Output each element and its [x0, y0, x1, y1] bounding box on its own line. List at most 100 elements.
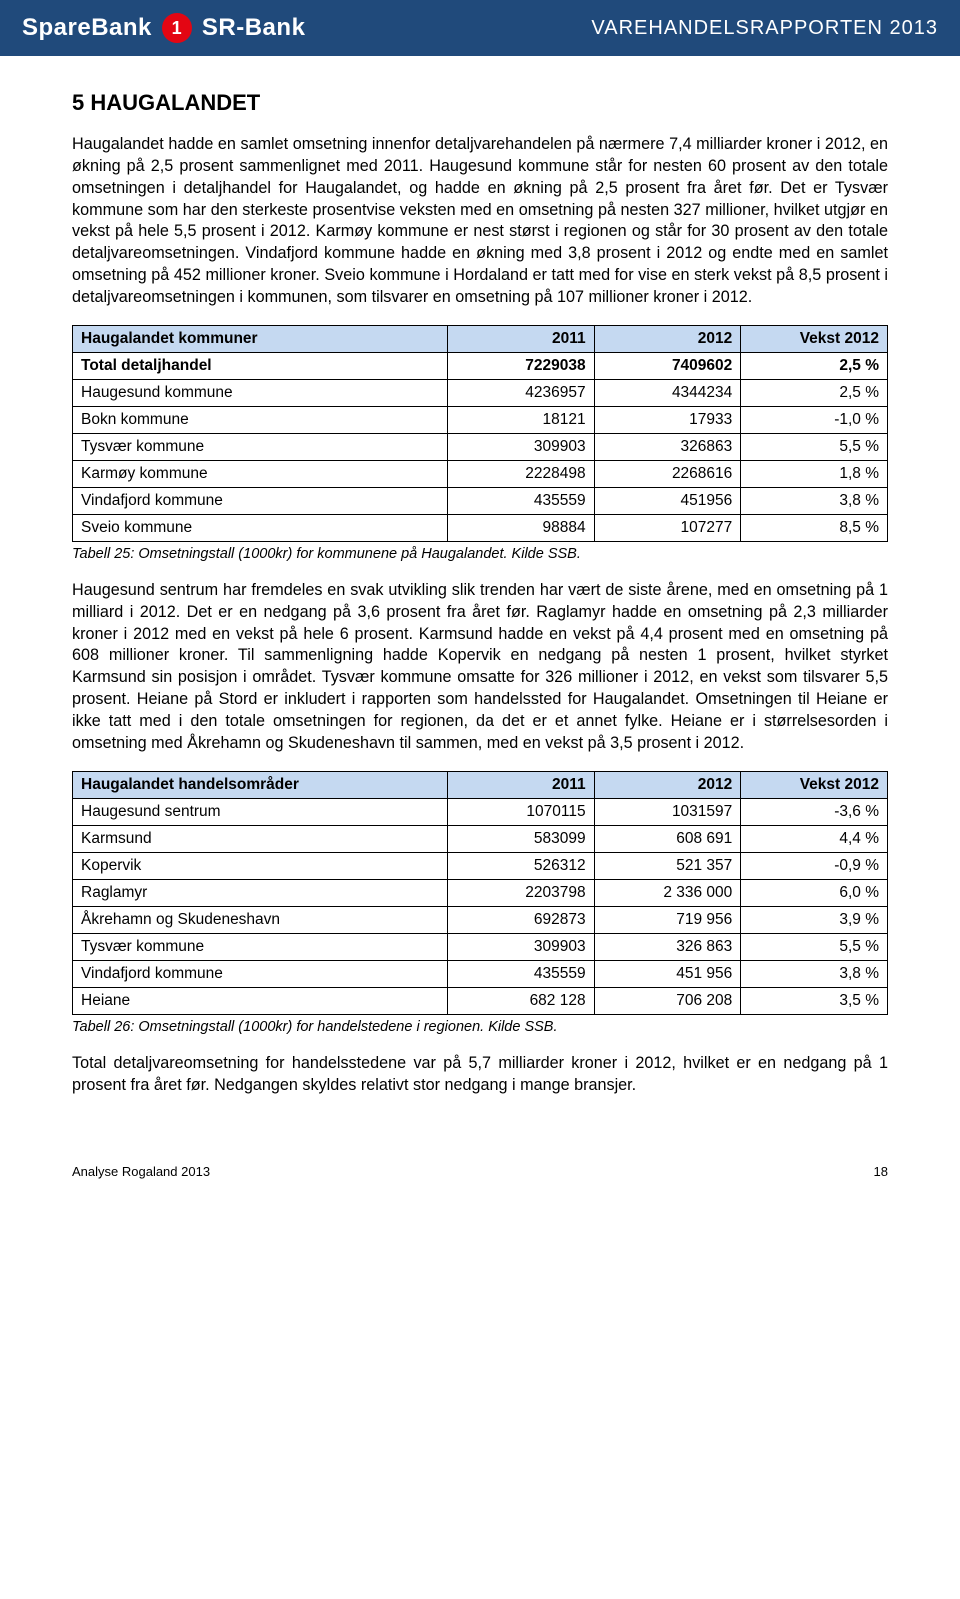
kommuner-table: Haugalandet kommuner 2011 2012 Vekst 201…	[72, 325, 888, 542]
closing-paragraph: Total detaljvareomsetning for handelsste…	[72, 1053, 888, 1097]
col-header: Vekst 2012	[741, 325, 888, 352]
table-row: Kopervik526312521 357-0,9 %	[73, 852, 888, 879]
cell-2011: 309903	[447, 433, 594, 460]
table-row: Raglamyr22037982 336 0006,0 %	[73, 879, 888, 906]
table-row: Bokn kommune1812117933-1,0 %	[73, 406, 888, 433]
cell-2012: 7409602	[594, 352, 741, 379]
brand-dot-icon: 1	[162, 13, 192, 43]
cell-2012: 1031597	[594, 798, 741, 825]
cell-2012: 451956	[594, 487, 741, 514]
col-header: 2012	[594, 325, 741, 352]
cell-2011: 2228498	[447, 460, 594, 487]
cell-2011: 1070115	[447, 798, 594, 825]
section-heading: 5 HAUGALANDET	[72, 90, 888, 116]
page-footer: Analyse Rogaland 2013 18	[0, 1152, 960, 1207]
table-row: Tysvær kommune309903326 8635,5 %	[73, 933, 888, 960]
table-row: Heiane682 128706 2083,5 %	[73, 987, 888, 1014]
brand-text-left: SpareBank	[22, 14, 152, 42]
brand-logo: SpareBank 1 SR-Bank	[22, 13, 305, 43]
table-row: Karmsund583099608 6914,4 %	[73, 825, 888, 852]
cell-2011: 435559	[447, 487, 594, 514]
table-caption: Tabell 25: Omsetningstall (1000kr) for k…	[72, 546, 888, 562]
cell-2011: 18121	[447, 406, 594, 433]
report-title: VAREHANDELSRAPPORTEN 2013	[591, 17, 938, 40]
cell-vekst: 5,5 %	[741, 933, 888, 960]
cell-2011: 98884	[447, 514, 594, 541]
cell-vekst: 3,9 %	[741, 906, 888, 933]
table-row: Tysvær kommune3099033268635,5 %	[73, 433, 888, 460]
cell-2012: 719 956	[594, 906, 741, 933]
cell-vekst: 3,5 %	[741, 987, 888, 1014]
table-row: Total detaljhandel722903874096022,5 %	[73, 352, 888, 379]
row-label: Vindafjord kommune	[73, 960, 448, 987]
cell-2011: 4236957	[447, 379, 594, 406]
cell-2011: 682 128	[447, 987, 594, 1014]
row-label: Vindafjord kommune	[73, 487, 448, 514]
cell-2012: 107277	[594, 514, 741, 541]
cell-vekst: -0,9 %	[741, 852, 888, 879]
col-header: 2012	[594, 771, 741, 798]
table-row: Vindafjord kommune4355594519563,8 %	[73, 487, 888, 514]
row-label: Kopervik	[73, 852, 448, 879]
footer-page-number: 18	[874, 1164, 888, 1179]
cell-vekst: 1,8 %	[741, 460, 888, 487]
table-row: Åkrehamn og Skudeneshavn692873719 9563,9…	[73, 906, 888, 933]
col-header: 2011	[447, 325, 594, 352]
row-label: Bokn kommune	[73, 406, 448, 433]
table-row: Haugesund sentrum10701151031597-3,6 %	[73, 798, 888, 825]
cell-vekst: -1,0 %	[741, 406, 888, 433]
table-header-row: Haugalandet kommuner 2011 2012 Vekst 201…	[73, 325, 888, 352]
cell-2011: 526312	[447, 852, 594, 879]
table-row: Vindafjord kommune435559451 9563,8 %	[73, 960, 888, 987]
cell-2012: 451 956	[594, 960, 741, 987]
cell-2012: 2268616	[594, 460, 741, 487]
table-row: Sveio kommune988841072778,5 %	[73, 514, 888, 541]
cell-vekst: 3,8 %	[741, 487, 888, 514]
row-label: Karmsund	[73, 825, 448, 852]
row-label: Haugesund kommune	[73, 379, 448, 406]
mid-paragraph: Haugesund sentrum har fremdeles en svak …	[72, 580, 888, 755]
cell-vekst: -3,6 %	[741, 798, 888, 825]
cell-vekst: 8,5 %	[741, 514, 888, 541]
row-label: Karmøy kommune	[73, 460, 448, 487]
cell-2012: 521 357	[594, 852, 741, 879]
cell-vekst: 3,8 %	[741, 960, 888, 987]
cell-vekst: 5,5 %	[741, 433, 888, 460]
cell-vekst: 2,5 %	[741, 352, 888, 379]
cell-2012: 4344234	[594, 379, 741, 406]
table-row: Karmøy kommune222849822686161,8 %	[73, 460, 888, 487]
cell-2011: 583099	[447, 825, 594, 852]
cell-vekst: 4,4 %	[741, 825, 888, 852]
table-caption: Tabell 26: Omsetningstall (1000kr) for h…	[72, 1019, 888, 1035]
col-header: 2011	[447, 771, 594, 798]
row-label: Tysvær kommune	[73, 933, 448, 960]
cell-2011: 692873	[447, 906, 594, 933]
footer-left: Analyse Rogaland 2013	[72, 1164, 210, 1179]
cell-2012: 326 863	[594, 933, 741, 960]
row-label: Haugesund sentrum	[73, 798, 448, 825]
cell-vekst: 2,5 %	[741, 379, 888, 406]
page-body: 5 HAUGALANDET Haugalandet hadde en samle…	[0, 56, 960, 1152]
cell-2012: 326863	[594, 433, 741, 460]
col-header: Vekst 2012	[741, 771, 888, 798]
cell-vekst: 6,0 %	[741, 879, 888, 906]
page-header: SpareBank 1 SR-Bank VAREHANDELSRAPPORTEN…	[0, 0, 960, 56]
cell-2012: 17933	[594, 406, 741, 433]
row-label: Tysvær kommune	[73, 433, 448, 460]
cell-2011: 435559	[447, 960, 594, 987]
table-header-row: Haugalandet handelsområder 2011 2012 Vek…	[73, 771, 888, 798]
cell-2012: 2 336 000	[594, 879, 741, 906]
col-header: Haugalandet handelsområder	[73, 771, 448, 798]
handelsomrader-table: Haugalandet handelsområder 2011 2012 Vek…	[72, 771, 888, 1015]
row-label: Raglamyr	[73, 879, 448, 906]
cell-2012: 706 208	[594, 987, 741, 1014]
cell-2011: 7229038	[447, 352, 594, 379]
brand-text-right: SR-Bank	[202, 14, 306, 42]
row-label: Total detaljhandel	[73, 352, 448, 379]
intro-paragraph: Haugalandet hadde en samlet omsetning in…	[72, 134, 888, 309]
cell-2012: 608 691	[594, 825, 741, 852]
col-header: Haugalandet kommuner	[73, 325, 448, 352]
row-label: Åkrehamn og Skudeneshavn	[73, 906, 448, 933]
table-row: Haugesund kommune423695743442342,5 %	[73, 379, 888, 406]
cell-2011: 2203798	[447, 879, 594, 906]
